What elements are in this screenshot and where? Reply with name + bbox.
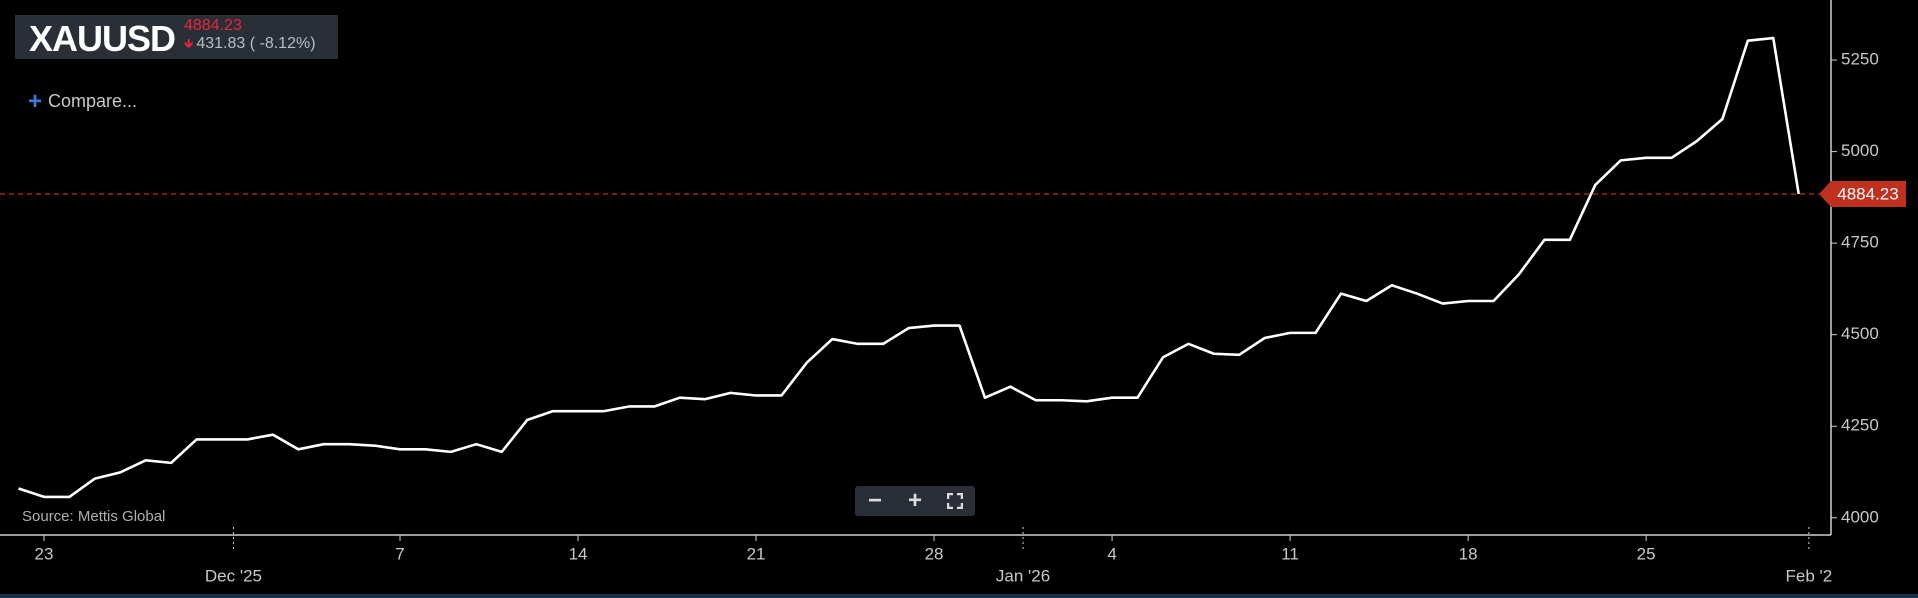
y-tick-label: 4500 [1841,324,1879,343]
price-line [18,36,1800,499]
symbol-header: XAUUSD 4884.23 🡻 431.83 ( -8.12%) [15,15,338,59]
x-tick-label: 11 [1281,544,1299,563]
x-tick-label: 18 [1459,544,1478,563]
y-tick-label: 5250 [1841,50,1879,69]
last-price-tag-bg [1819,180,1906,207]
change-pct: ( -8.12%) [249,35,316,52]
last-price-label: 4884.23 [1837,184,1898,203]
month-label: Feb '2 [1786,566,1833,585]
compare-button[interactable]: + Compare... [28,88,137,116]
x-tick-label: 4 [1107,544,1116,563]
compare-label: Compare... [48,91,138,111]
last-price-tag: 4884.23 [1819,180,1906,207]
y-tick-label: 4750 [1841,233,1879,252]
plus-icon: + [28,88,43,115]
month-label: Dec '25 [205,566,262,585]
zoom-out[interactable]: − [867,487,882,514]
change: 🡻 431.83 ( -8.12%) [184,35,316,57]
y-tick-label: 4250 [1841,416,1879,435]
x-tick-label: 23 [35,544,54,563]
x-tick-label: 14 [569,544,588,563]
zoom-in[interactable]: + [907,487,922,514]
change-value: 431.83 [196,35,246,52]
price: 4884.23 [184,17,242,34]
x-tick-label: 21 [747,544,766,563]
x-tick-label: 28 [925,544,944,563]
fullscreen-icon [947,493,963,509]
y-tick-label: 5000 [1841,141,1879,160]
source: Source: Mettis Global [22,508,166,525]
x-tick-label: 25 [1637,544,1656,563]
down-arrow: 🡻 [184,36,194,51]
fullscreen[interactable] [935,486,975,516]
y-tick-label: 4000 [1841,507,1879,526]
bottom-bar [0,594,1918,598]
month-label: Jan '26 [996,566,1050,585]
x-tick-label: 7 [395,544,404,563]
symbol: XAUUSD [29,18,176,59]
zoom-controls: − + [855,486,975,516]
